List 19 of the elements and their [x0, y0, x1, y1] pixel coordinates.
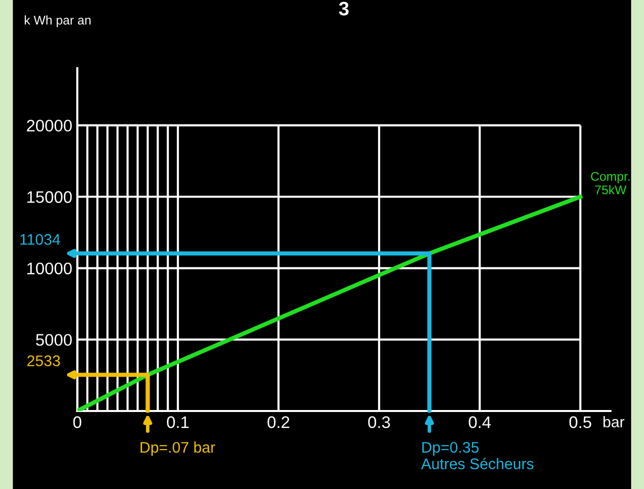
- line-series: [77, 194, 582, 412]
- x-tick-label: 0: [73, 416, 82, 428]
- y-tick-label: 10000: [27, 262, 72, 274]
- text: Dp=.07 bar: [140, 442, 216, 456]
- y-tick-label: 5000: [36, 334, 72, 346]
- text: 2533: [27, 355, 60, 366]
- x-tick-label: 0.1: [166, 416, 189, 428]
- x-tick-label: 0.2: [268, 416, 290, 428]
- y-tick-label: 20000: [26, 120, 72, 132]
- x-axis-title: bar: [604, 416, 624, 428]
- chart-title: 3: [338, 2, 349, 16]
- text: Dp=0.35 Autres Sécheurs: [421, 442, 534, 470]
- y-axis-title: k Wh par an: [24, 15, 91, 28]
- x-tick-label: 0.3: [368, 416, 390, 428]
- text: 11034: [20, 234, 60, 245]
- x-tick-label: 0.5: [569, 416, 592, 428]
- y-tick-label: 15000: [27, 191, 72, 203]
- series-label: Compr. 75kW: [591, 172, 630, 194]
- x-tick-label: 0.4: [468, 416, 491, 428]
